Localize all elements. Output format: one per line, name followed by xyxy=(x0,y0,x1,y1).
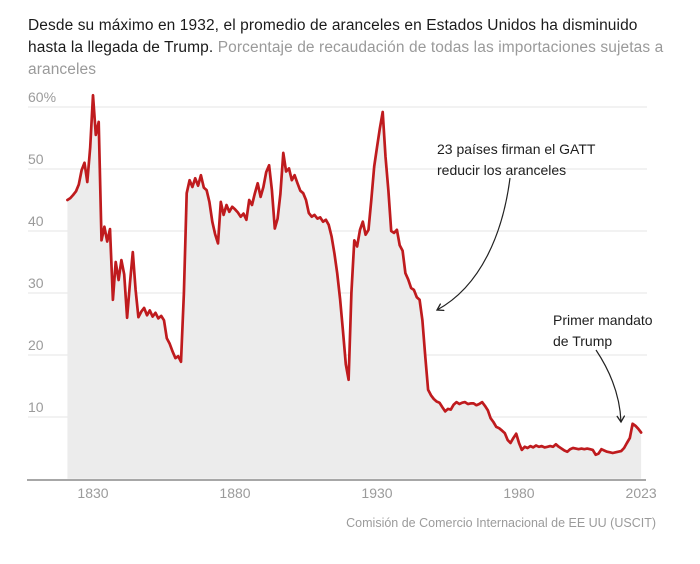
annotation-arrows xyxy=(435,177,626,424)
chart-title-main: Desde su máximo en 1932, el promedio de … xyxy=(28,17,638,56)
y-tick-label: 30 xyxy=(28,275,44,291)
annotation-gatt-line1: 23 países firman el GATT xyxy=(437,141,596,157)
chart-subtitle: Porcentaje de recaudación de todas las i… xyxy=(28,39,664,78)
y-tick-label: 40 xyxy=(28,213,44,229)
source-credit: Comisión de Comercio Internacional de EE… xyxy=(346,516,656,530)
chart-title: Desde su máximo en 1932, el promedio de … xyxy=(28,15,680,81)
x-tick-label: 1930 xyxy=(361,485,392,501)
annotation-gatt-line2: reducir los aranceles xyxy=(437,162,567,178)
x-tick-label: 1830 xyxy=(77,485,108,501)
annotation-trump: Primer mandato de Trump xyxy=(553,310,653,352)
gatt-arrow-line xyxy=(435,177,511,312)
x-tick-label: 1880 xyxy=(219,485,250,501)
y-tick-label: 50 xyxy=(28,151,44,167)
trump-arrow-line xyxy=(595,349,626,424)
x-tick-label: 1980 xyxy=(503,485,534,501)
y-axis-labels: 10 20 30 40 50 60% xyxy=(28,89,56,415)
tariff-line xyxy=(66,93,643,457)
y-tick-label: 10 xyxy=(28,399,44,415)
y-tick-label: 60% xyxy=(28,89,56,105)
annotation-trump-line1: Primer mandato xyxy=(553,312,653,328)
x-tick-label: 2023 xyxy=(626,485,657,501)
x-axis-labels: 1830 1880 1930 1980 2023 xyxy=(77,485,656,501)
area-fill xyxy=(67,95,642,479)
annotation-gatt: 23 países firman el GATT reducir los ara… xyxy=(437,139,595,181)
y-tick-label: 20 xyxy=(28,337,44,353)
annotation-trump-line2: de Trump xyxy=(553,333,613,349)
